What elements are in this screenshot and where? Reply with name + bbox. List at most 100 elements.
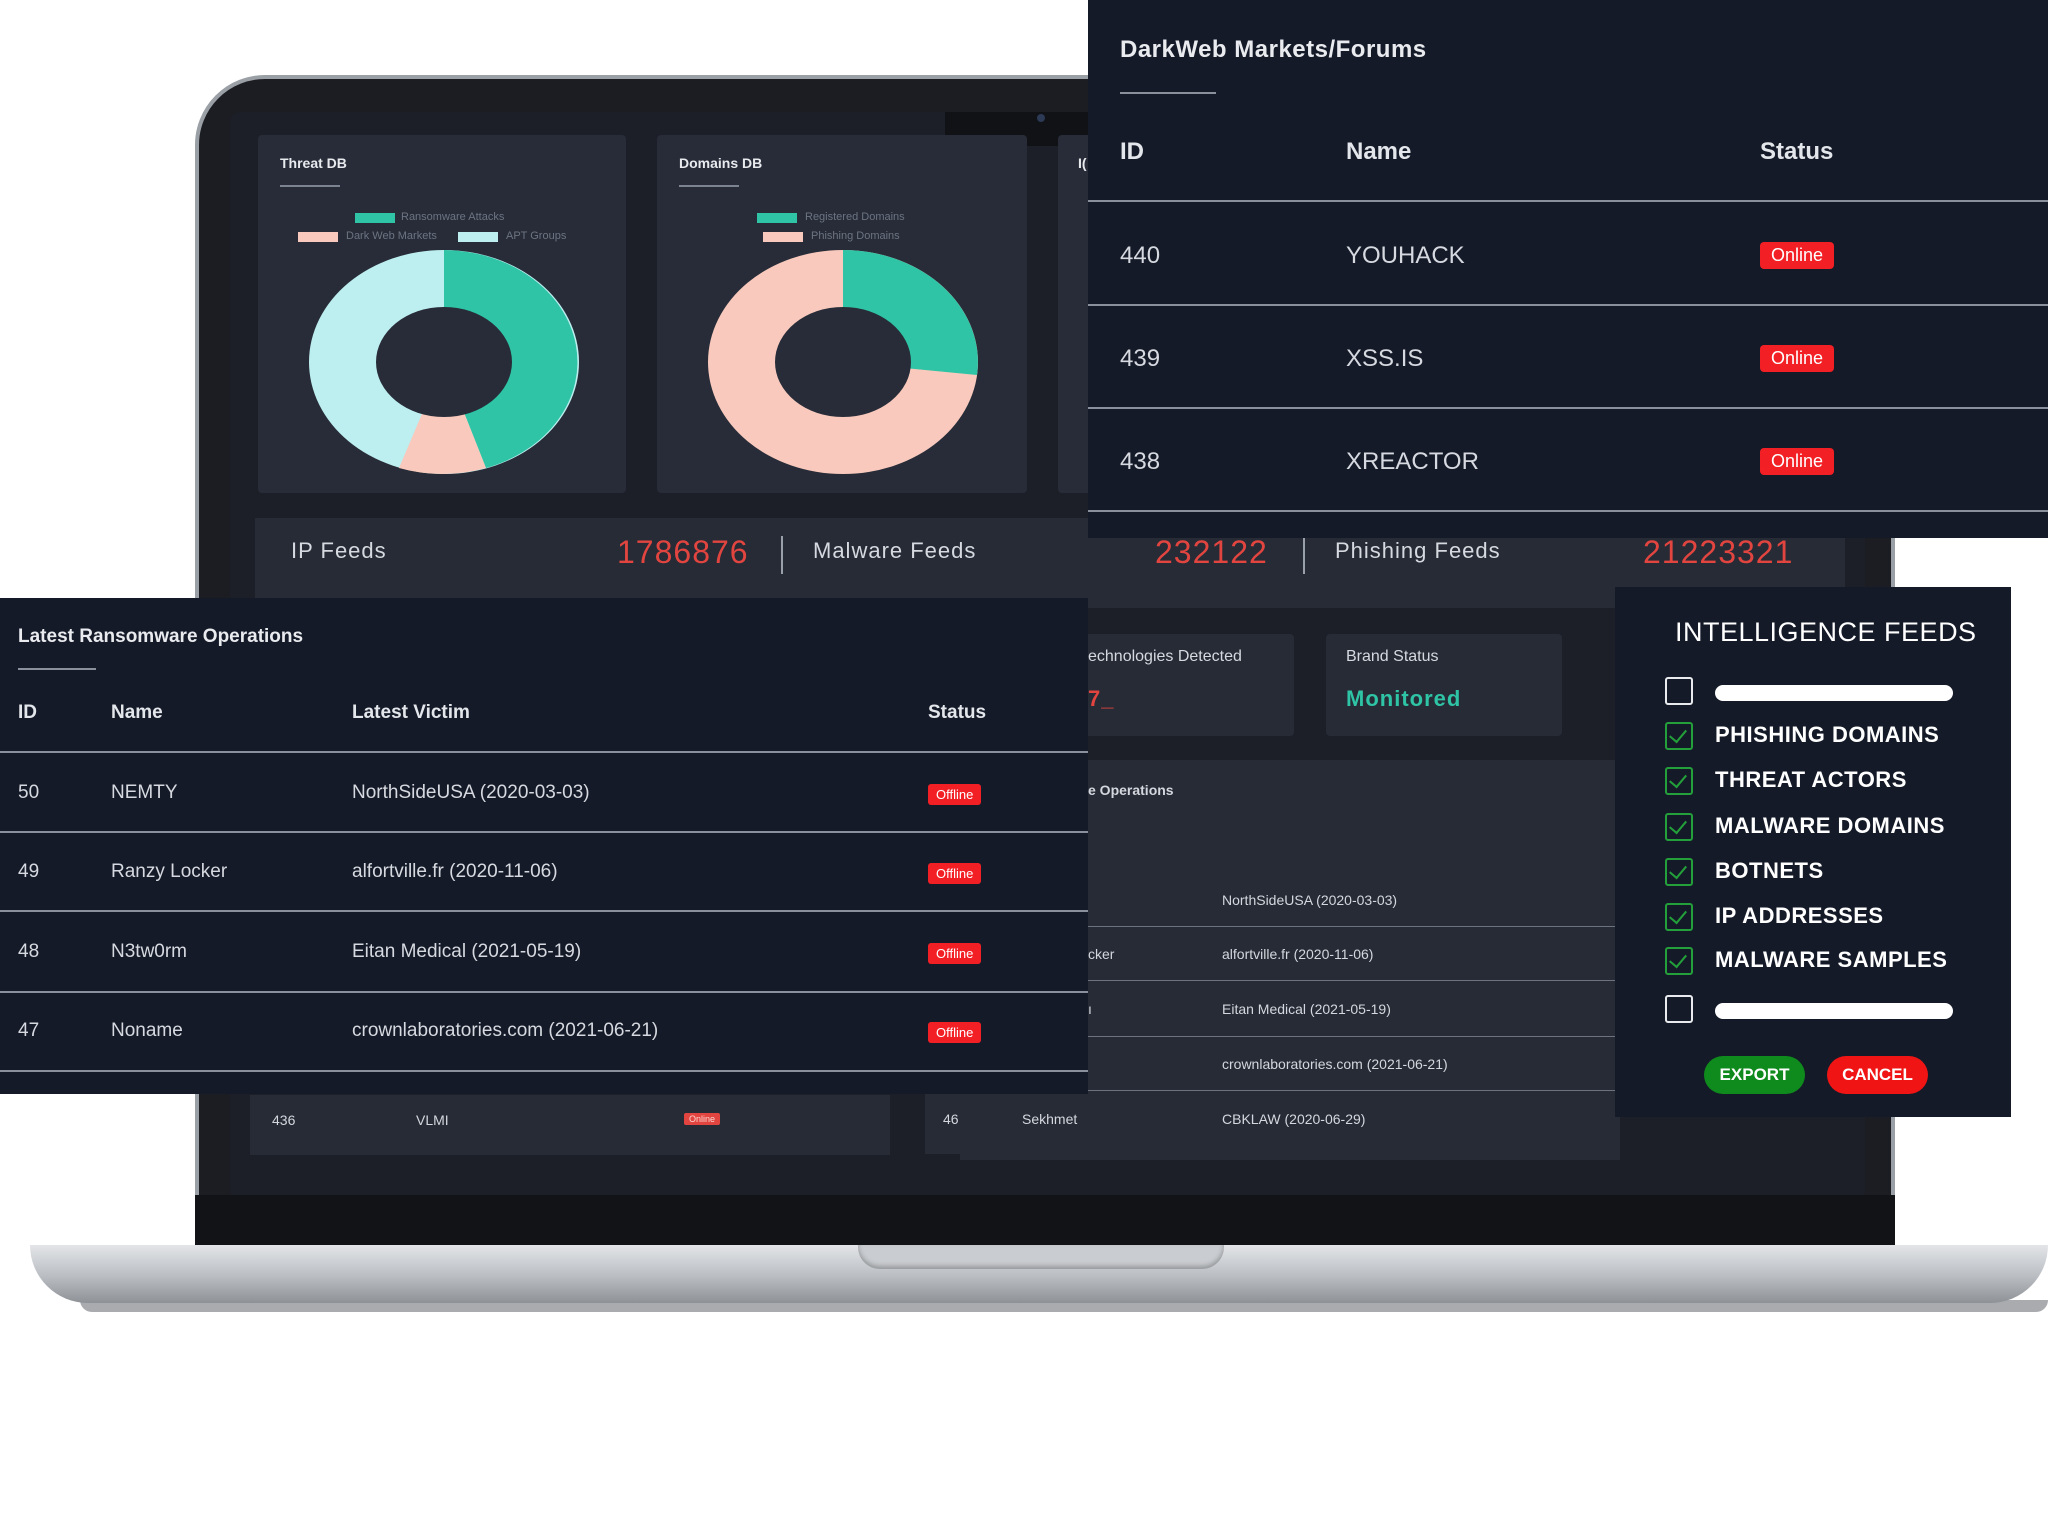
- feed-option-label: THREAT ACTORS: [1715, 767, 1907, 792]
- phishing-feeds-value: 21223321: [1643, 534, 1794, 570]
- checkbox[interactable]: [1665, 813, 1693, 841]
- feed-option-label: PHISHING DOMAINS: [1715, 722, 1940, 747]
- technologies-value: 7_: [1088, 686, 1115, 711]
- legend-label-darkweb: Dark Web Markets: [346, 230, 437, 242]
- feeds-divider: [1303, 536, 1305, 574]
- ransomware-row-victim: crownlaboratories.com (2021-06-21): [352, 1020, 659, 1041]
- darkweb-row-id: 438: [1120, 448, 1161, 475]
- bg-row-divider: [960, 980, 1620, 981]
- feed-option-label: BOTNETS: [1715, 858, 1824, 883]
- ip-feeds-value: 1786876: [617, 534, 749, 570]
- ransomware-header-status: Status: [928, 702, 987, 723]
- bg-market-row: 436 VLMI Online: [250, 1095, 890, 1155]
- checkbox[interactable]: [1665, 903, 1693, 931]
- donut-segment-darkweb: [399, 362, 486, 474]
- bg-operations-title: e Operations: [1088, 782, 1174, 798]
- check-icon: [1669, 724, 1687, 744]
- status-badge: Offline: [928, 863, 982, 884]
- ransomware-row-divider: [0, 831, 1088, 833]
- check-icon: [1669, 860, 1687, 880]
- feed-option-malware-samples[interactable]: MALWARE SAMPLES: [1665, 947, 1995, 981]
- status-badge: Online: [1760, 242, 1835, 269]
- ransomware-row-divider: [0, 1070, 1088, 1072]
- darkweb-row-id: 440: [1120, 242, 1161, 269]
- ransomware-row-name: Ranzy Locker: [111, 861, 228, 882]
- checkbox[interactable]: [1665, 858, 1693, 886]
- checkbox[interactable]: [1665, 995, 1693, 1023]
- feed-option-blank[interactable]: [1665, 677, 1995, 711]
- status-badge: Offline: [928, 784, 982, 805]
- checkbox[interactable]: [1665, 677, 1693, 705]
- bg-row-victim: CBKLAW (2020-06-29): [1222, 1111, 1366, 1127]
- status-badge: Offline: [928, 1022, 982, 1043]
- ransomware-row-id: 48: [18, 941, 40, 962]
- domains-db-donut: [708, 250, 978, 474]
- legend-label-phishing: Phishing Domains: [811, 230, 900, 242]
- ransomware-row-victim: NorthSideUSA (2020-03-03): [352, 782, 590, 803]
- bg-row-name: cker: [1088, 946, 1115, 962]
- cancel-button[interactable]: CANCEL: [1827, 1056, 1928, 1094]
- third-panel-title: I(: [1078, 155, 1087, 171]
- ransomware-row-name: NEMTY: [111, 782, 178, 803]
- legend-swatch-phishing: [763, 232, 803, 242]
- darkweb-row-id: 439: [1120, 345, 1161, 372]
- feed-option-phishing-domains[interactable]: PHISHING DOMAINS: [1665, 722, 1995, 756]
- domains-db-panel: Domains DB Registered Domains Phishing D…: [657, 135, 1027, 493]
- technologies-card: echnologies Detected 7_: [1070, 634, 1294, 736]
- bg-row-name: ı: [1088, 1001, 1092, 1017]
- threat-db-underline: [280, 185, 340, 187]
- camera-icon: [1037, 114, 1045, 122]
- feed-option-blank[interactable]: [1665, 995, 1995, 1029]
- bg-row-victim: crownlaboratories.com (2021-06-21): [1222, 1056, 1448, 1072]
- feed-option-label: MALWARE DOMAINS: [1715, 813, 1945, 838]
- checkbox[interactable]: [1665, 767, 1693, 795]
- threat-db-donut: [309, 250, 579, 474]
- feed-option-threat-actors[interactable]: THREAT ACTORS: [1665, 767, 1995, 801]
- laptop-groove: [858, 1245, 1224, 1269]
- darkweb-title: DarkWeb Markets/Forums: [1120, 36, 1427, 63]
- export-button[interactable]: EXPORT: [1704, 1056, 1805, 1094]
- laptop-base-shadow: [80, 1300, 2048, 1312]
- bg-row-divider: [960, 926, 1620, 927]
- feed-option-ip-addresses[interactable]: IP ADDRESSES: [1665, 903, 1995, 937]
- legend-label-apt: APT Groups: [506, 230, 567, 242]
- darkweb-header-divider: [1088, 200, 2048, 202]
- malware-feeds-label: Malware Feeds: [813, 538, 977, 563]
- domains-db-title: Domains DB: [679, 155, 763, 171]
- feeds-divider: [781, 536, 783, 574]
- darkweb-row-name: XSS.IS: [1346, 345, 1424, 372]
- bg-row-divider: [960, 1090, 1620, 1091]
- legend-swatch-ransomware: [355, 213, 395, 223]
- legend-swatch-darkweb: [298, 232, 338, 242]
- brand-status-card: Brand Status Monitored: [1326, 634, 1562, 736]
- feed-option-label: IP ADDRESSES: [1715, 903, 1884, 928]
- checkbox[interactable]: [1665, 947, 1693, 975]
- darkweb-row-name: XREACTOR: [1346, 448, 1479, 475]
- status-badge: Online: [1760, 448, 1835, 475]
- bg-row-name: Sekhmet: [1022, 1111, 1078, 1127]
- darkweb-header-id: ID: [1120, 138, 1144, 165]
- bg-market-status: Online: [684, 1113, 721, 1125]
- darkweb-header-name: Name: [1346, 138, 1412, 165]
- intelligence-feeds-title: INTELLIGENCE FEEDS: [1675, 617, 1977, 647]
- ransomware-title: Latest Ransomware Operations: [18, 626, 304, 647]
- status-badge: Offline: [928, 943, 982, 964]
- ransomware-row-name: Noname: [111, 1020, 183, 1041]
- legend-swatch-registered: [757, 213, 797, 223]
- ransomware-row-divider: [0, 910, 1088, 912]
- ransomware-header-victim: Latest Victim: [352, 702, 470, 723]
- legend-swatch-apt: [458, 232, 498, 242]
- bg-market-id: 436: [272, 1112, 296, 1128]
- darkweb-row-divider: [1088, 304, 2048, 306]
- ransomware-row-victim: alfortville.fr (2020-11-06): [352, 861, 558, 882]
- bg-row-victim: Eitan Medical (2021-05-19): [1222, 1001, 1391, 1017]
- brand-status-label: Brand Status: [1346, 648, 1439, 665]
- checkbox[interactable]: [1665, 722, 1693, 750]
- bg-market-name: VLMI: [416, 1112, 449, 1128]
- bg-row-victim: NorthSideUSA (2020-03-03): [1222, 892, 1398, 908]
- donut-hole: [376, 307, 512, 417]
- feed-option-malware-domains[interactable]: MALWARE DOMAINS: [1665, 813, 1995, 847]
- feed-option-botnets[interactable]: BOTNETS: [1665, 858, 1995, 892]
- ransomware-header-divider: [0, 751, 1088, 753]
- darkweb-row-divider: [1088, 407, 2048, 409]
